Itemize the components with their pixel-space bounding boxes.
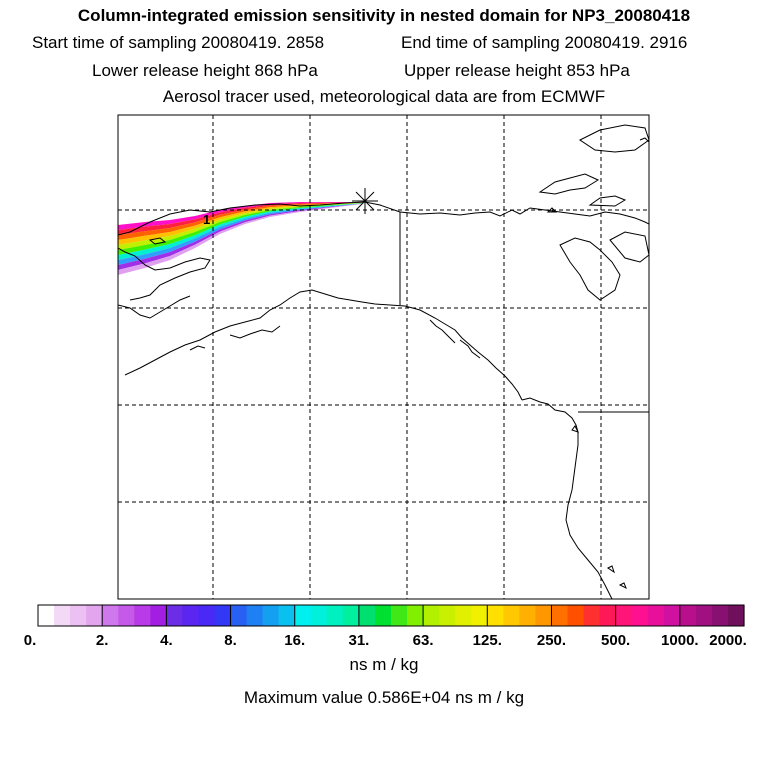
graticule <box>118 115 649 599</box>
max-value-label: Maximum value 0.586E+04 ns m / kg <box>243 688 525 707</box>
colorbar-tick-label: 31. <box>348 632 370 649</box>
colorbar-cell <box>198 605 216 626</box>
colorbar-cell <box>599 605 617 626</box>
colorbar-cell <box>150 605 167 626</box>
contour-label: 1 <box>203 212 210 227</box>
colorbar-cell <box>647 605 665 626</box>
colorbar-cell <box>551 605 569 626</box>
units-label: ns m / kg <box>349 655 419 674</box>
colorbar-cell <box>455 605 472 626</box>
colorbar-cell <box>631 605 649 626</box>
colorbar-tick-label: 2000. <box>709 632 747 649</box>
tracer-info-label: Aerosol tracer used, meteorological data… <box>162 87 606 106</box>
colorbar-cell <box>407 605 424 626</box>
map-panel: 1 <box>117 114 650 600</box>
colorbar-cell <box>134 605 151 626</box>
colorbar-cell <box>615 605 633 626</box>
colorbar-tick-label: 1000. <box>661 632 699 649</box>
colorbar-tick-label: 250. <box>536 632 567 649</box>
colorbar-cell <box>86 605 103 626</box>
colorbar-cell <box>294 605 312 626</box>
colorbar-cell <box>70 605 87 626</box>
colorbar-cell <box>679 605 697 626</box>
plume-band <box>118 203 362 255</box>
colorbar-cell <box>471 605 488 626</box>
colorbar-tick-label: 0. <box>23 632 37 649</box>
colorbar-cell <box>102 605 119 626</box>
colorbar-cell <box>262 605 280 626</box>
colorbar-cell <box>54 605 71 626</box>
colorbar-cell <box>663 605 681 626</box>
plume-band <box>118 202 362 250</box>
colorbar-cell <box>391 605 408 626</box>
plume-band <box>118 203 362 265</box>
plume-band <box>118 203 362 260</box>
emission-plume <box>118 202 362 275</box>
colorbar-cell <box>439 605 456 626</box>
upper-release-height-label: Upper release height 853 hPa <box>404 61 630 80</box>
colorbar-cell <box>342 605 360 626</box>
plume-band <box>118 202 362 230</box>
colorbar-cell <box>38 605 55 626</box>
end-time-label: End time of sampling 20080419. 2916 <box>401 33 688 52</box>
colorbar-tick-label: 2. <box>95 632 109 649</box>
colorbar-cell <box>246 605 264 626</box>
colorbar-cell <box>358 605 376 626</box>
colorbar-cell <box>182 605 200 626</box>
colorbar-cell <box>583 605 601 626</box>
colorbar-cell <box>567 605 585 626</box>
colorbar-tick-label: 63. <box>412 632 434 649</box>
colorbar-cell <box>278 605 296 626</box>
colorbar-tick-label: 4. <box>160 632 173 649</box>
plume-band <box>118 202 362 245</box>
start-time-label: Start time of sampling 20080419. 2858 <box>32 33 325 52</box>
colorbar-cell <box>423 605 440 626</box>
lower-release-height-label: Lower release height 868 hPa <box>92 61 318 80</box>
colorbar-cell <box>214 605 232 626</box>
release-point-marker <box>352 188 378 214</box>
colorbar-cell <box>166 605 184 626</box>
colorbar-cell <box>230 605 248 626</box>
colorbar-cell <box>326 605 344 626</box>
colorbar-tick-label: 125. <box>472 632 502 649</box>
colorbar-tick-label: 8. <box>224 632 237 649</box>
colorbar-cell <box>535 605 553 626</box>
coastline-layer <box>118 124 649 599</box>
plume-band <box>118 203 362 270</box>
plume-band <box>118 203 362 275</box>
colorbar-cell <box>711 605 729 626</box>
colorbar-cell <box>487 605 504 626</box>
map-frame <box>117 114 650 600</box>
colorbar-tick-label: 16. <box>284 632 306 649</box>
colorbar-cell <box>727 605 745 626</box>
colorbar-cell <box>519 605 537 626</box>
colorbar-tick-label: 500. <box>601 632 631 649</box>
colorbar-cell <box>310 605 328 626</box>
colorbar-cell <box>695 605 713 626</box>
map-title: Column-integrated emission sensitivity i… <box>77 6 691 25</box>
colorbar-cell <box>118 605 135 626</box>
plume-band <box>118 202 362 235</box>
colorbar-cell <box>503 605 520 626</box>
colorbar-cell <box>374 605 392 626</box>
